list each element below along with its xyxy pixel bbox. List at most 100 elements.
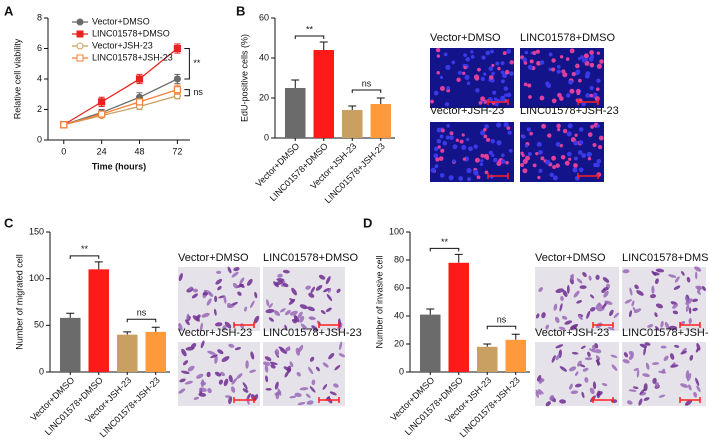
- error-bar: [483, 343, 492, 347]
- cell: [535, 49, 540, 54]
- cell: [474, 157, 480, 163]
- cell: [527, 64, 533, 70]
- cell: [655, 326, 660, 331]
- line: [63, 47, 178, 126]
- panel-label: A: [4, 3, 14, 18]
- cell: [291, 287, 297, 296]
- cell: [596, 158, 602, 164]
- cell: [551, 58, 556, 63]
- cell: [293, 314, 300, 323]
- cell: [523, 61, 528, 65]
- cell: [578, 167, 584, 173]
- cell: [528, 95, 532, 99]
- cell: [179, 378, 186, 383]
- cell: [535, 389, 542, 395]
- cell: [655, 303, 664, 309]
- cell: [583, 53, 589, 59]
- cell: [277, 388, 282, 396]
- point: [98, 110, 106, 118]
- cell: [527, 83, 532, 88]
- cell: [483, 127, 487, 132]
- point: [98, 98, 106, 106]
- cell: [228, 374, 233, 383]
- bar: [284, 88, 306, 138]
- cell: [440, 148, 445, 153]
- cell: [475, 88, 480, 93]
- cell: [459, 139, 464, 144]
- cell: [452, 144, 458, 150]
- cell: [309, 386, 316, 393]
- cell: [595, 355, 601, 361]
- cell: [192, 288, 199, 293]
- cell: [509, 60, 514, 65]
- cell: [607, 326, 615, 331]
- cell: [587, 156, 592, 161]
- cell: [231, 271, 239, 278]
- error-bar: [291, 79, 300, 88]
- cell: [448, 175, 454, 181]
- cell: [227, 302, 232, 308]
- cell: [556, 123, 561, 129]
- cell: [658, 394, 666, 398]
- cell: [282, 283, 289, 288]
- cell: [685, 304, 690, 312]
- cell: [651, 270, 657, 276]
- y-tick-label: 50: [34, 320, 44, 330]
- cell: [273, 281, 279, 288]
- cell: [545, 401, 551, 407]
- scale-bar: [679, 397, 701, 403]
- cell: [477, 67, 481, 72]
- y-axis-label: EdU-positive cells (%): [239, 34, 249, 122]
- cell: [284, 324, 288, 331]
- cell: [589, 62, 595, 68]
- cell: [613, 312, 620, 318]
- cell: [526, 127, 531, 132]
- cell: [221, 356, 230, 362]
- cell: [234, 346, 241, 351]
- cell: [628, 354, 634, 360]
- cell: [581, 153, 587, 158]
- cell: [500, 70, 505, 75]
- error-bar: [348, 105, 357, 110]
- cell: [562, 289, 568, 297]
- significance: **: [441, 237, 449, 247]
- cell: [636, 290, 644, 296]
- cell: [276, 278, 285, 282]
- image-label: LINC01578+DMSO: [263, 252, 359, 264]
- cell: [497, 66, 501, 71]
- cell: [289, 361, 294, 368]
- cell: [315, 366, 320, 372]
- x-tick-label: 24: [97, 146, 107, 156]
- bar: [88, 269, 110, 372]
- cell: [587, 351, 591, 357]
- cell: [178, 272, 183, 282]
- cell: [579, 364, 586, 368]
- cell: [525, 155, 530, 161]
- micrograph: [520, 122, 604, 182]
- cell: [685, 298, 693, 305]
- cell: [638, 398, 643, 406]
- cell: [436, 138, 442, 144]
- cell: [299, 315, 305, 323]
- panel-label: C: [4, 215, 14, 230]
- micrograph: [622, 342, 706, 406]
- cell: [188, 286, 193, 291]
- cell: [308, 366, 314, 375]
- cell: [549, 394, 555, 401]
- panel-label: B: [236, 3, 245, 18]
- cell: [284, 310, 291, 316]
- cell: [546, 83, 552, 88]
- y-tick-label: 80: [394, 254, 404, 264]
- cell: [559, 303, 563, 312]
- cell: [445, 135, 450, 140]
- cell: [178, 388, 186, 394]
- cell: [468, 146, 473, 152]
- y-tick-label: 100: [29, 273, 44, 283]
- micrograph-bg: [622, 267, 706, 331]
- cell: [487, 97, 493, 102]
- cell: [579, 285, 587, 290]
- cell: [576, 91, 581, 96]
- cell: [476, 175, 481, 180]
- cell: [509, 71, 514, 76]
- y-tick-label: 20: [259, 92, 269, 102]
